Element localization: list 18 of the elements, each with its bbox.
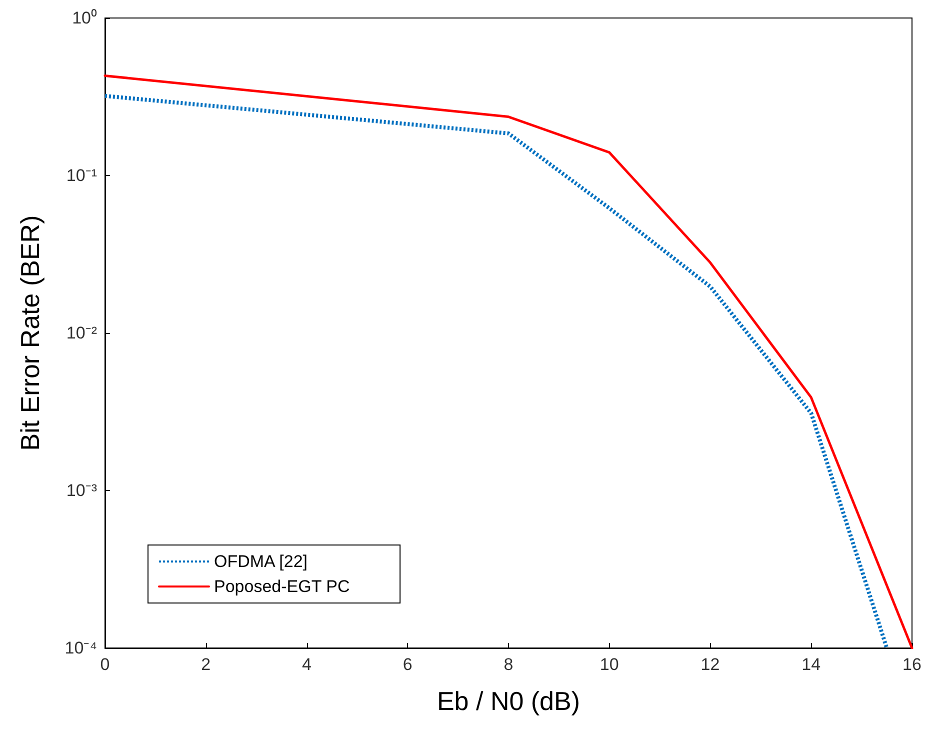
y-tick-label: 10⁻⁴ <box>64 638 97 658</box>
x-tick-label: 2 <box>201 655 211 674</box>
x-tick-label: 8 <box>504 655 514 674</box>
x-tick-label: 14 <box>802 655 821 674</box>
x-tick-label: 16 <box>902 655 922 674</box>
x-tick-label: 10 <box>600 655 619 674</box>
y-tick-label: 10⁻² <box>66 324 98 342</box>
x-tick-label: 12 <box>700 655 720 674</box>
y-tick-label: 10⁰ <box>72 8 97 28</box>
y-tick-label: 10⁻³ <box>66 481 98 500</box>
y-tick-label: 10⁻¹ <box>66 166 98 185</box>
legend-label: OFDMA [22] <box>214 552 308 571</box>
x-tick-label: 4 <box>302 655 312 674</box>
x-axis-title: Eb / N0 (dB) <box>436 686 580 716</box>
x-tick-label: 0 <box>100 655 110 674</box>
x-tick-label: 6 <box>402 655 412 674</box>
legend-label: Poposed-EGT PC <box>214 577 350 596</box>
y-axis-title: Bit Error Rate (BER) <box>15 215 45 451</box>
